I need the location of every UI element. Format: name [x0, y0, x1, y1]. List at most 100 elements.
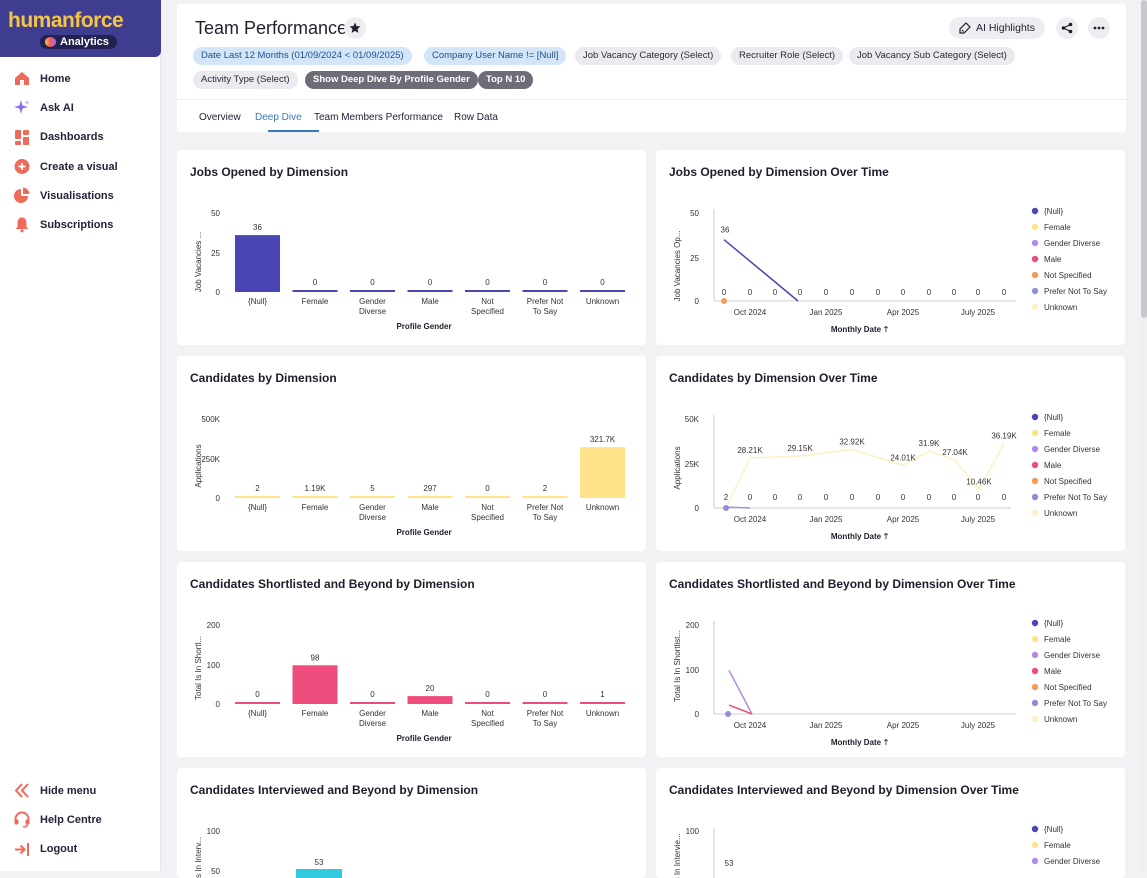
legend-marker [1031, 841, 1039, 849]
tab-deep-dive[interactable]: Deep Dive [255, 112, 302, 123]
chart-card-shortlisted: Candidates Shortlisted and Beyond by Dim… [177, 562, 646, 757]
bar [580, 290, 625, 292]
nav-item-visualisations[interactable]: Visualisations [0, 181, 161, 210]
data-label: 0 [485, 690, 490, 699]
legend-label: Gender Diverse [1044, 239, 1101, 248]
ai-highlights-button[interactable]: AI Highlights [949, 17, 1045, 39]
y-tick-label: 0 [216, 700, 221, 709]
nav-item-help-centre[interactable]: Help Centre [0, 805, 161, 834]
bar [522, 496, 568, 498]
y-tick-label: 25K [685, 460, 700, 469]
x-tick-label: July 2025 [961, 721, 996, 730]
chart-card-jobs-opened: Jobs Opened by Dimension 0 25 50 Job Vacanc… [177, 150, 646, 345]
data-label: 0 [773, 493, 778, 502]
x-tick-label: {Null} [248, 709, 267, 718]
data-label: 0 [370, 690, 375, 699]
nav-item-ask-ai[interactable]: Ask AI [0, 93, 161, 122]
scrollbar[interactable] [1141, 0, 1147, 871]
nav-item-label: Home [40, 72, 71, 85]
y-tick-label: 100 [207, 661, 221, 670]
line-chart-interviewed: 100 Total Is In Intervie... 53 {Null} Female… [673, 825, 1101, 878]
logout-icon [15, 842, 29, 856]
legend-label: Male [1044, 461, 1062, 470]
data-label: 0 [850, 493, 855, 502]
bar [350, 702, 395, 704]
data-label: 0 [901, 288, 906, 297]
nav-item-label: Help Centre [40, 813, 102, 826]
x-axis-title: Monthly Date [831, 738, 882, 747]
brand-logo[interactable]: humanforce Analytics [0, 0, 161, 57]
bar [296, 869, 342, 878]
x-tick-label: {Null} [248, 503, 267, 512]
filter-chip-recruiter-role[interactable]: Recruiter Role (Select) [731, 47, 844, 65]
share-button[interactable] [1056, 17, 1078, 39]
x-axis-title: Profile Gender [396, 528, 451, 537]
tab-overview[interactable]: Overview [199, 112, 241, 123]
legend-label: Male [1044, 255, 1062, 264]
nav-item-hide-menu[interactable]: Hide menu [0, 776, 161, 805]
bar [292, 665, 338, 704]
data-label: 0 [798, 493, 803, 502]
x-tick-label: Gender Diverse [359, 503, 387, 522]
filter-chip-top-n[interactable]: Top N 10 [478, 71, 534, 89]
legend-marker [1031, 255, 1039, 263]
legend-marker [1031, 667, 1039, 675]
series-line-male [728, 704, 753, 715]
data-label: 0 [976, 493, 981, 502]
line-chart-shortlisted: 0 100 200 Oct 2024 Jan 2025 Apr 2025 July 2025… [673, 619, 1107, 747]
legend-marker [1031, 493, 1039, 501]
scrollbar-thumb[interactable] [1141, 0, 1147, 318]
chart-card-interviewed-over-time: Candidates Interviewed and Beyond by Dim… [656, 768, 1125, 878]
data-label: 36.19K [991, 432, 1017, 441]
y-tick-label: 50 [690, 209, 699, 218]
data-label: 0 [952, 288, 957, 297]
y-axis-title: Job Vacancies ... [194, 232, 203, 292]
tab-row-data[interactable]: Row Data [454, 112, 498, 123]
legend-marker [1031, 699, 1039, 707]
legend-marker [1031, 239, 1039, 247]
y-tick-label: 100 [207, 827, 221, 836]
data-label: 0 [850, 288, 855, 297]
data-label: 0 [313, 278, 318, 287]
legend-label: Not Specified [1044, 477, 1092, 486]
x-tick-label: Unknown [586, 297, 619, 306]
x-tick-label: Male [421, 297, 439, 306]
nav-item-logout[interactable]: Logout [0, 835, 161, 864]
bar [350, 496, 395, 498]
line-chart-candidates: 0 25K 50K Oct 2024 Jan 2025 Apr 2025 July 2025… [673, 413, 1107, 541]
chart-title: Candidates Interviewed and Beyond by Dim… [190, 783, 479, 797]
filter-chip-job-sub-category[interactable]: Job Vacancy Sub Category (Select) [849, 47, 1015, 65]
filter-chip-deep-dive[interactable]: Show Deep Dive By Profile Gender [305, 71, 478, 89]
bar-chart-jobs-opened: 0 25 50 Job Vacancies ... 36 {Null} 0 Female 0 Ge… [194, 209, 625, 331]
chart-title: Candidates Shortlisted and Beyond by Dim… [669, 577, 1016, 591]
filter-chip-job-category[interactable]: Job Vacancy Category (Select) [575, 47, 722, 65]
x-axis-title: Monthly Date [831, 532, 882, 541]
sparkle-icon [14, 100, 30, 115]
data-label: 0 [952, 493, 957, 502]
legend-label: Gender Diverse [1044, 857, 1101, 866]
favourite-button[interactable] [344, 17, 366, 39]
nav-item-dashboards[interactable]: Dashboards [0, 123, 161, 152]
bar [522, 290, 568, 292]
nav-item-home[interactable]: Home [0, 64, 161, 93]
nav-item-subscriptions[interactable]: Subscriptions [0, 210, 161, 239]
bar [407, 496, 453, 498]
filter-chip-date[interactable]: Date Last 12 Months (01/09/2024 < 01/09/… [193, 47, 412, 65]
data-label: 0 [722, 288, 727, 297]
star-icon [349, 22, 361, 33]
filter-chip-activity-type[interactable]: Activity Type (Select) [193, 71, 298, 89]
x-tick-label: Prefer Not To Say [527, 297, 564, 316]
legend-marker [1031, 683, 1039, 691]
data-label: 31.9K [919, 439, 941, 448]
nav-item-create-visual[interactable]: Create a visual [0, 152, 161, 181]
brand-name: humanforce [8, 9, 124, 32]
filter-chip-company-user[interactable]: Company User Name != [Null] [424, 47, 567, 65]
data-label: 53 [315, 858, 324, 867]
nav-item-label: Ask AI [40, 101, 74, 114]
more-options-button[interactable] [1088, 17, 1110, 39]
tab-team-members-performance[interactable]: Team Members Performance [314, 112, 443, 123]
share-icon [1061, 22, 1073, 34]
y-tick-label: 25 [211, 249, 220, 258]
x-tick-label: Gender Diverse [359, 709, 387, 728]
nav-item-label: Hide menu [40, 784, 97, 797]
